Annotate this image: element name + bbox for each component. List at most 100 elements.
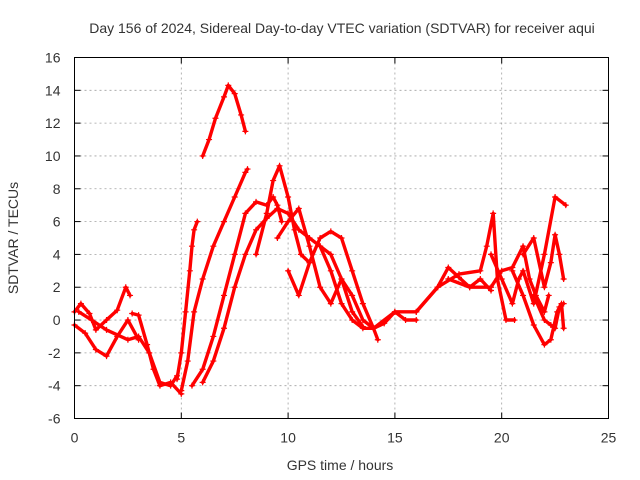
data-point-arc-7 <box>210 333 217 340</box>
chart-title: Day 156 of 2024, Sidereal Day-to-day VTE… <box>89 20 595 36</box>
data-point-arc-4 <box>167 379 174 386</box>
data-point-arc-6 <box>199 276 206 283</box>
data-point-arc-15 <box>434 284 441 291</box>
data-point-arc-3 <box>103 326 110 333</box>
data-point-arc-7 <box>278 218 285 225</box>
data-point-arc-11 <box>306 243 313 250</box>
data-point-arc-4 <box>150 366 157 373</box>
data-point-arc-4 <box>135 312 142 319</box>
data-point-arc-1 <box>77 300 84 307</box>
data-point-arc-15 <box>455 271 462 278</box>
data-point-arc-13 <box>338 300 345 307</box>
data-point-arc-10 <box>291 226 298 233</box>
data-point-arc-13 <box>413 317 420 324</box>
data-point-arc-10 <box>297 251 304 258</box>
data-point-arc-18 <box>530 321 537 328</box>
series-arc-11 <box>275 206 376 330</box>
data-point-arc-9 <box>253 226 260 233</box>
data-point-arc-8 <box>212 115 219 122</box>
data-point-arc-2 <box>92 346 99 353</box>
data-point-arc-4 <box>156 382 163 389</box>
data-point-arc-14 <box>370 325 377 332</box>
data-point-arc-1 <box>114 307 121 314</box>
data-point-arc-12 <box>349 267 356 274</box>
y-tick-label: 10 <box>45 148 61 164</box>
y-axis-label: SDTVAR / TECUs <box>5 182 21 294</box>
data-point-arc-20 <box>541 317 548 324</box>
data-point-arc-15 <box>477 267 484 274</box>
data-point-arc-1 <box>92 326 99 333</box>
data-point-arc-1 <box>127 292 134 299</box>
data-point-arc-10 <box>276 162 283 169</box>
data-point-arc-16 <box>488 284 495 291</box>
data-point-arc-7 <box>188 382 195 389</box>
data-point-arc-8 <box>199 152 206 159</box>
tick-layer: 0 5 10 15 20 25 -6 -4 -2 0 2 4 6 8 10 12 14 16 <box>45 50 617 446</box>
x-tick-label: 25 <box>601 430 617 446</box>
data-point-arc-16 <box>466 284 473 291</box>
data-point-arc-13 <box>317 243 324 250</box>
series-arc-13 <box>318 244 418 330</box>
data-point-arc-14 <box>445 264 452 271</box>
y-tick-label: 6 <box>53 214 61 230</box>
data-point-arc-11 <box>274 235 281 241</box>
y-tick-label: 12 <box>45 115 61 131</box>
data-point-arc-9 <box>274 205 281 212</box>
data-point-arc-17 <box>562 202 569 209</box>
x-axis-label: GPS time / hours <box>287 457 394 473</box>
data-point-arc-19 <box>556 251 563 258</box>
data-point-arc-4 <box>144 341 151 348</box>
data-point-arc-7 <box>221 292 228 299</box>
data-point-arc-6 <box>178 387 185 394</box>
data-point-arc-6 <box>210 243 217 250</box>
data-point-arc-5 <box>191 226 198 233</box>
data-point-arc-17 <box>498 276 505 283</box>
data-point-arc-19 <box>560 276 567 283</box>
data-point-arc-13 <box>359 325 366 332</box>
data-point-arc-2 <box>103 353 110 360</box>
x-tick-label: 15 <box>387 430 403 446</box>
data-point-arc-5 <box>188 243 195 250</box>
data-point-arc-20 <box>560 300 567 307</box>
data-point-arc-2 <box>124 317 131 324</box>
data-point-arc-15 <box>502 317 509 324</box>
data-point-arc-14 <box>477 276 484 283</box>
y-tick-label: -2 <box>48 345 61 361</box>
data-point-arc-18 <box>520 292 527 299</box>
data-point-arc-6 <box>184 358 191 365</box>
data-point-arc-18 <box>560 325 567 332</box>
data-point-arc-15 <box>483 243 490 250</box>
data-point-arc-3 <box>88 317 95 324</box>
data-point-arc-17 <box>552 193 559 200</box>
data-point-arc-8 <box>238 111 245 118</box>
data-point-arc-12 <box>327 228 334 235</box>
data-point-arc-5 <box>186 267 193 274</box>
data-point-arc-12 <box>295 292 302 299</box>
y-tick-label: 4 <box>53 246 61 262</box>
data-point-arc-7 <box>199 366 206 373</box>
data-point-arc-9 <box>349 308 356 315</box>
y-tick-label: 8 <box>53 181 61 197</box>
data-point-arc-13 <box>349 317 356 324</box>
data-point-arc-11 <box>327 300 334 307</box>
data-point-arc-19 <box>552 231 559 238</box>
data-point-arc-7 <box>242 210 249 217</box>
y-tick-label: 16 <box>45 50 61 66</box>
data-point-arc-5 <box>182 308 189 315</box>
data-point-arc-11 <box>317 284 324 291</box>
data-point-arc-16 <box>520 243 527 250</box>
data-point-arc-7 <box>231 251 238 258</box>
data-point-arc-8 <box>231 90 238 97</box>
data-point-arc-17 <box>509 300 516 307</box>
data-point-arc-15 <box>413 308 420 315</box>
data-point-arc-20 <box>556 303 563 310</box>
data-point-arc-11 <box>359 317 366 324</box>
x-tick-label: 5 <box>177 430 185 446</box>
data-point-arc-1 <box>86 310 93 317</box>
data-point-arc-6 <box>242 169 249 176</box>
data-point-arc-8 <box>206 136 213 143</box>
data-point-arc-6 <box>231 193 238 200</box>
data-point-arc-6 <box>244 166 251 173</box>
data-point-arc-18 <box>541 341 548 348</box>
